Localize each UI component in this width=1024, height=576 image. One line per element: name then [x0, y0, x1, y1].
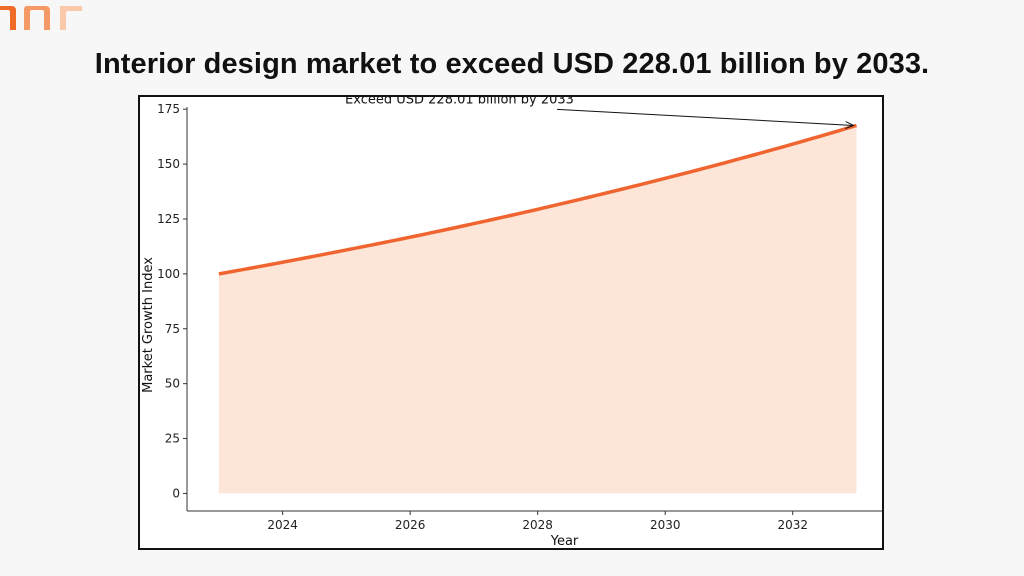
annotation-arrow-head	[845, 121, 855, 129]
x-tick-label: 2030	[650, 518, 681, 532]
page-title: Interior design market to exceed USD 228…	[94, 48, 930, 80]
y-tick-label: 175	[157, 102, 180, 116]
y-tick-label: 0	[172, 486, 180, 500]
series-line	[218, 123, 858, 276]
y-tick-label: 50	[165, 377, 180, 391]
x-axis-label: Year	[550, 534, 579, 548]
y-tick-label: 75	[165, 322, 180, 336]
axes: 0 25 50 75 100 125 150 175 2024 2026 2028 2030 2032	[157, 102, 882, 532]
y-tick-label: 125	[157, 212, 180, 226]
logo-letter-1	[0, 6, 16, 30]
y-tick-label: 150	[157, 157, 180, 171]
x-tick-label: 2032	[777, 518, 808, 532]
annotation: Exceed USD 228.01 billion by 2033	[345, 97, 855, 129]
x-tick-label: 2026	[395, 518, 426, 532]
y-tick-label: 25	[165, 432, 180, 446]
annotation-text: Exceed USD 228.01 billion by 2033	[345, 97, 574, 107]
logo-letter-2	[23, 6, 50, 30]
x-tick-label: 2024	[267, 518, 298, 532]
logo-mark	[0, 6, 82, 30]
y-axis-label: Market Growth Index	[141, 257, 156, 393]
y-tick-label: 100	[157, 267, 180, 281]
area-fill	[218, 125, 857, 494]
tnr-logo	[0, 6, 82, 30]
logo-letter-3	[60, 6, 82, 30]
chart-figure: 0 25 50 75 100 125 150 175 2024 2026 2028 2030 2032 …	[138, 95, 884, 550]
x-tick-label: 2028	[522, 518, 553, 532]
annotation-arrow-line	[557, 108, 854, 126]
plot-area	[218, 123, 858, 494]
